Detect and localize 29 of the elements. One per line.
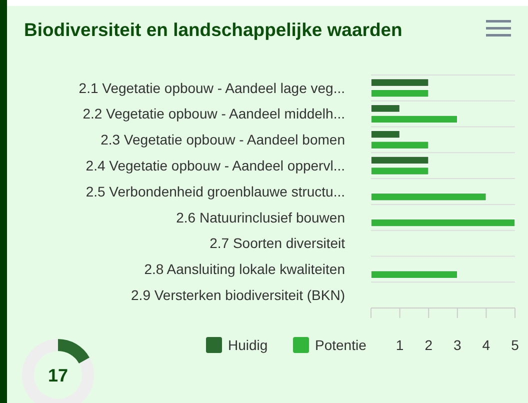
legend-label: Potentie: [315, 336, 367, 353]
x-tick-label: 3: [454, 336, 462, 353]
y-tick-label: 2.8 Aansluiting lokale kwaliteiten: [144, 261, 345, 278]
bar: [370, 78, 429, 87]
x-tick-label: 1: [396, 336, 404, 353]
bar: [370, 89, 429, 98]
x-tick-label: 4: [482, 336, 490, 353]
y-tick-label: 2.9 Versterken biodiversiteit (BKN): [131, 286, 345, 303]
text: 17: [48, 365, 68, 386]
legend-label: Huidig: [228, 336, 268, 353]
y-tick-label: 2.3 Vegetatie opbouw - Aandeel bomen: [100, 132, 345, 148]
bar: [370, 156, 429, 164]
y-tick-label: 2.7 Soorten diversiteit: [210, 235, 346, 252]
y-tick-label: 2.1 Vegetatie opbouw - Aandeel lage veg...: [78, 80, 345, 96]
bar: [370, 115, 458, 124]
x-tick-label: 2: [424, 336, 433, 353]
bar: [370, 166, 429, 176]
y-tick-label: 2.2 Vegetatie opbouw - Aandeel middelh...: [82, 106, 345, 122]
text: Biodiversiteit en landschappelijke waarden: [24, 19, 402, 40]
bar: [370, 130, 400, 139]
bar: [370, 218, 516, 227]
y-tick-label: 2.4 Vegetatie opbouw - Aandeel oppervl...: [86, 158, 345, 174]
y-tick-label: 2.6 Natuurinclusief bouwen: [176, 209, 345, 226]
y-tick-label: 2.5 Verbondenheid groenblauwe structu...: [86, 183, 345, 200]
x-tick-label: 5: [511, 336, 520, 353]
bar: [370, 104, 400, 113]
bar: [370, 270, 458, 279]
bar: [370, 192, 487, 202]
bar: [370, 140, 429, 150]
